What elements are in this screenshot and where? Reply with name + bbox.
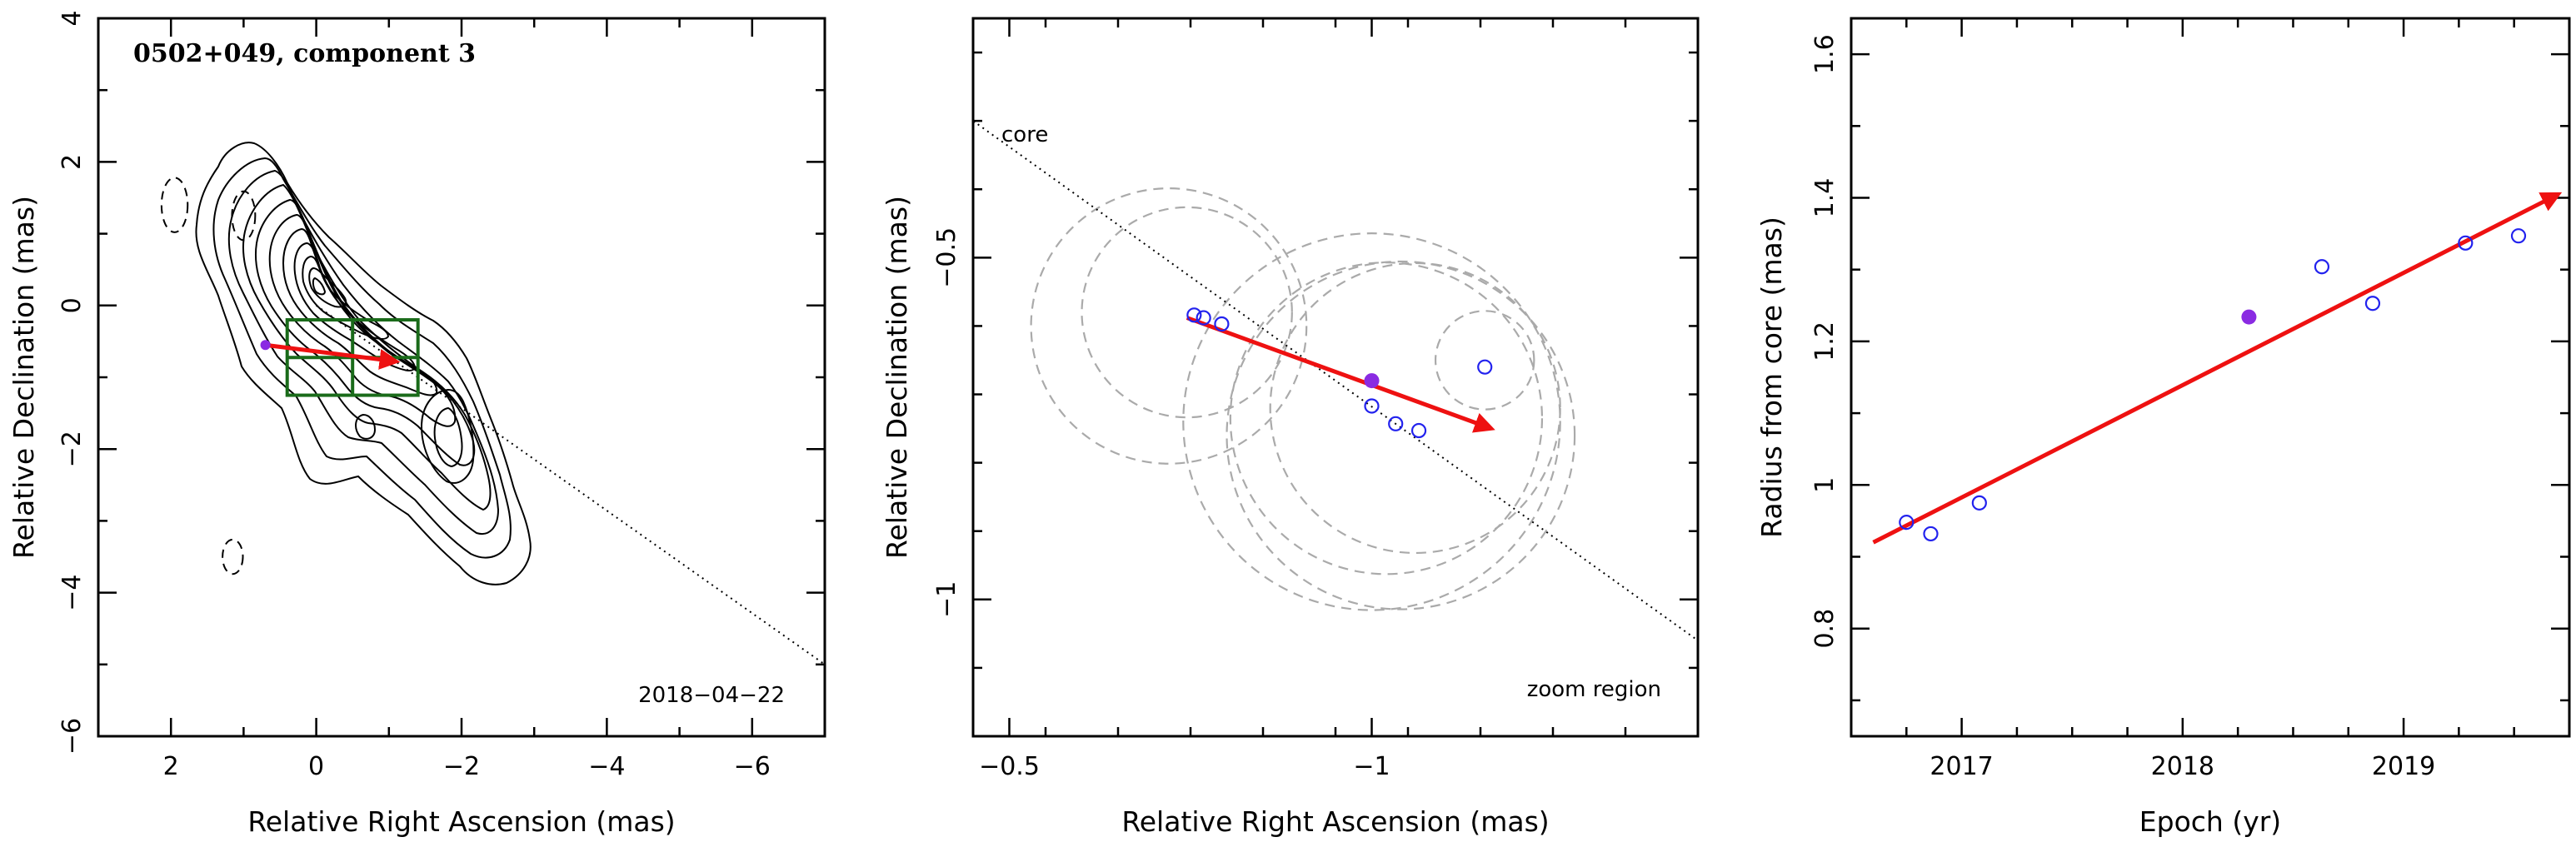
y-tick-label: 1.2 [1810, 321, 1840, 361]
radius-point [2458, 235, 2474, 251]
negative-contour [222, 538, 244, 575]
x-tick-label: 2 [163, 752, 179, 781]
x-axis-title: Epoch (yr) [2139, 805, 2281, 838]
component-size-circle [1434, 310, 1535, 411]
component-position-point [1186, 307, 1202, 323]
contour-level-9 [302, 255, 390, 340]
current-epoch-point [2241, 309, 2257, 325]
core-label: core [1001, 122, 1048, 147]
panel-title: 0502+049, component 3 [133, 39, 476, 68]
zoom-panel: −0.5 −1 −0.5 −1 core zoom region Relative R… [881, 17, 1700, 838]
negative-contour [231, 190, 257, 242]
y-tick-label: −2 [57, 431, 87, 467]
contour-panel-ticks: 2 0 −2 −4 −6 4 2 0 −2 −4 −6 [57, 10, 826, 781]
linear-fit-arrow [1872, 192, 2563, 545]
y-tick-label: 1 [1810, 477, 1840, 493]
negative-contours [160, 177, 257, 575]
y-tick-label: 1.6 [1810, 34, 1840, 74]
motion-arrow [1186, 316, 1495, 433]
x-tick-label: −6 [734, 752, 771, 781]
y-tick-label: 2 [57, 154, 87, 170]
y-tick-label: −4 [57, 574, 87, 610]
radius-point [2314, 259, 2330, 275]
component-positions [1186, 307, 1493, 439]
contour-lines [195, 142, 532, 585]
zoom-panel-frame [971, 17, 1700, 738]
y-tick-label: −1 [932, 581, 961, 618]
component-size-circle [1182, 232, 1561, 611]
x-tick-label: 2017 [1930, 752, 1993, 781]
radius-panel-frame [1850, 17, 2571, 738]
contour-level-11 [312, 277, 327, 296]
component-size-circle [1081, 206, 1293, 419]
x-tick-label: 0 [308, 752, 324, 781]
contour-blob-inner [433, 406, 463, 468]
zoom-panel-ticks: −0.5 −1 −0.5 −1 [932, 18, 1700, 781]
x-tick-label: −2 [443, 752, 480, 781]
contour-panel-frame [97, 17, 826, 738]
component-position-point [1388, 416, 1404, 431]
radius-points [1899, 228, 2527, 542]
component-size-circle [1030, 187, 1308, 465]
contour-level-3 [227, 169, 500, 536]
contour-level-2 [212, 157, 512, 559]
radius-epoch-panel: 2017 2018 2019 0.8 1 1.2 1.4 1.6 Epoch (yr) Rad… [1755, 17, 2571, 838]
component-position-point [1196, 310, 1211, 326]
current-epoch-point [1364, 373, 1380, 389]
x-axis-title: Relative Right Ascension (mas) [247, 805, 675, 838]
negative-contour [160, 177, 189, 233]
component-size-circle [1229, 262, 1544, 575]
y-tick-label: −0.5 [932, 227, 961, 288]
component-size-circle [1269, 262, 1561, 555]
x-axis-title: Relative Right Ascension (mas) [1121, 805, 1549, 838]
radius-point [1971, 495, 1987, 511]
radius-point [2510, 228, 2527, 244]
x-tick-label: −0.5 [979, 752, 1040, 781]
contour-level-1 [195, 142, 532, 585]
x-tick-label: 2019 [2372, 752, 2435, 781]
component-position-point [1214, 316, 1230, 332]
inset-motion-arrow [265, 342, 401, 370]
radius-panel-ticks: 2017 2018 2019 0.8 1 1.2 1.4 1.6 [1810, 18, 2571, 781]
x-tick-label: −1 [1353, 752, 1390, 781]
component-size-circles [1030, 187, 1576, 611]
y-axis-title: Radius from core (mas) [1755, 217, 1788, 538]
radius-point [1923, 526, 1939, 542]
x-tick-label: −4 [588, 752, 625, 781]
radius-point [1899, 515, 1915, 531]
component-position-point [1477, 359, 1493, 375]
contour-level-10 [308, 267, 347, 308]
inset-filled-point [260, 340, 271, 351]
y-axis-title: Relative Declination (mas) [7, 196, 40, 559]
zoom-region-label: zoom region [1527, 677, 1661, 702]
observation-date: 2018−04−22 [638, 683, 785, 708]
contour-blob-small [355, 413, 377, 440]
contour-panel: 2 0 −2 −4 −6 4 2 0 −2 −4 −6 [7, 10, 826, 838]
component-size-circle [1226, 260, 1576, 610]
y-tick-label: 0.8 [1810, 609, 1840, 649]
component-position-point [1410, 422, 1427, 439]
y-axis-title: Relative Declination (mas) [881, 196, 913, 559]
y-tick-label: 1.4 [1810, 178, 1840, 218]
y-tick-label: 0 [57, 297, 87, 313]
radius-point [2364, 296, 2381, 311]
core-direction-line [973, 121, 1698, 641]
y-tick-label: 4 [57, 10, 87, 26]
x-tick-label: 2018 [2151, 752, 2214, 781]
y-tick-label: −6 [57, 718, 87, 755]
contour-blob-outer [420, 388, 475, 484]
component-position-point [1364, 398, 1380, 414]
